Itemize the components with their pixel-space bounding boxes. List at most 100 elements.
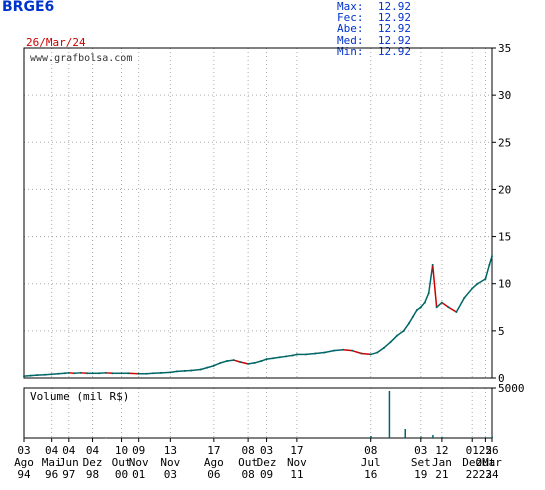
x-tick-label: 04 — [86, 444, 100, 457]
price-segment — [431, 264, 438, 308]
price-segment — [389, 335, 398, 343]
x-tick-label: 94 — [17, 468, 31, 481]
price-point — [411, 315, 414, 318]
x-tick-label: 22 — [466, 468, 479, 481]
price-segment — [396, 330, 405, 337]
price-point — [232, 359, 235, 362]
price-point — [463, 296, 466, 299]
stat-value: 12.92 — [377, 44, 411, 58]
y-tick-label: 5 — [498, 325, 505, 338]
price-segment — [207, 365, 215, 369]
price-segment — [361, 352, 371, 356]
price-point — [291, 354, 294, 357]
price-point — [488, 263, 491, 266]
price-point — [419, 306, 422, 309]
price-point — [314, 352, 317, 355]
ticker-symbol: BRGE6 — [2, 0, 55, 15]
price-point — [431, 263, 434, 266]
price-point — [36, 374, 39, 377]
price-point — [226, 360, 229, 363]
price-segment — [324, 349, 334, 354]
x-tick-label: 13 — [164, 444, 177, 457]
price-segment — [266, 357, 274, 360]
x-tick-label: 11 — [290, 468, 303, 481]
price-point — [145, 372, 148, 375]
x-tick-label: 26 — [485, 444, 498, 457]
volume-bar — [404, 429, 406, 438]
price-segment — [333, 348, 344, 352]
stat-max: Max: 12.92 — [337, 1, 411, 12]
x-tick-label: Mar — [482, 456, 502, 469]
price-segment — [170, 370, 178, 374]
volume-bar — [491, 436, 493, 438]
price-segment — [248, 362, 255, 365]
price-point — [247, 362, 250, 365]
price-segment — [420, 302, 426, 308]
stat-open: Abe: 12.92 — [337, 23, 411, 34]
x-tick-label: Ago — [14, 456, 34, 469]
volume-bar — [105, 437, 107, 439]
price-segment — [370, 351, 378, 356]
stat-label: Min: — [337, 44, 364, 58]
price-segment — [240, 361, 249, 365]
price-point — [44, 373, 47, 376]
x-tick-label: 16 — [364, 468, 377, 481]
x-tick-label: Ago — [204, 456, 224, 469]
price-series — [23, 255, 493, 378]
price-segment — [376, 347, 385, 354]
price-segment — [412, 309, 418, 318]
price-segment — [200, 366, 208, 371]
x-tick-label: Set — [411, 456, 431, 469]
y-tick-label: 35 — [498, 42, 511, 55]
volume-bar — [296, 437, 298, 439]
price-point — [73, 372, 76, 375]
x-tick-label: Dez — [257, 456, 277, 469]
x-tick-label: 04 — [62, 444, 76, 457]
x-tick-label: 09 — [260, 468, 273, 481]
site-watermark: www.grafbolsa.com — [30, 53, 132, 64]
x-tick-label: 17 — [290, 444, 303, 457]
price-point — [415, 309, 418, 312]
stat-label: Abe: — [337, 22, 364, 36]
x-tick-label: 24 — [485, 468, 499, 481]
price-segment — [213, 362, 221, 367]
price-segment — [408, 316, 414, 324]
volume-bar — [432, 435, 434, 438]
price-segment — [233, 359, 241, 363]
x-tick-label: Jan — [432, 456, 452, 469]
volume-bar — [484, 437, 487, 438]
price-point — [351, 349, 354, 352]
price-point — [169, 371, 172, 374]
price-point — [183, 369, 186, 372]
x-tick-label: Out — [475, 456, 495, 469]
y-tick-label: 30 — [498, 89, 511, 102]
price-point — [206, 366, 209, 369]
price-point — [67, 371, 70, 374]
stat-label: Fec: — [337, 11, 364, 25]
price-point — [120, 372, 123, 375]
price-segment — [455, 297, 465, 313]
price-point — [396, 334, 399, 337]
price-point — [295, 353, 298, 356]
price-segment — [352, 349, 362, 355]
price-grid — [23, 47, 493, 379]
price-segment — [441, 301, 449, 308]
x-tick-label: Jun — [59, 456, 79, 469]
price-point — [160, 371, 163, 374]
price-point — [212, 364, 215, 367]
price-point — [285, 355, 288, 358]
x-tick-label: 04 — [45, 444, 59, 457]
price-segment — [427, 264, 434, 294]
x-tick-label: 03 — [260, 444, 273, 457]
x-tick-label: 17 — [207, 444, 220, 457]
x-tick-label: Nov — [287, 456, 307, 469]
price-segment — [315, 351, 325, 355]
volume-bar — [388, 391, 391, 438]
price-segment — [254, 360, 262, 364]
x-tick-label: 03 — [414, 444, 427, 457]
volume-bar — [370, 436, 372, 438]
price-segment — [463, 287, 473, 299]
price-point — [360, 352, 363, 355]
price-point — [91, 372, 94, 375]
x-axis: 03Ago9404Mai9604Jun9704Dez9810Out0009Nov… — [14, 438, 502, 481]
